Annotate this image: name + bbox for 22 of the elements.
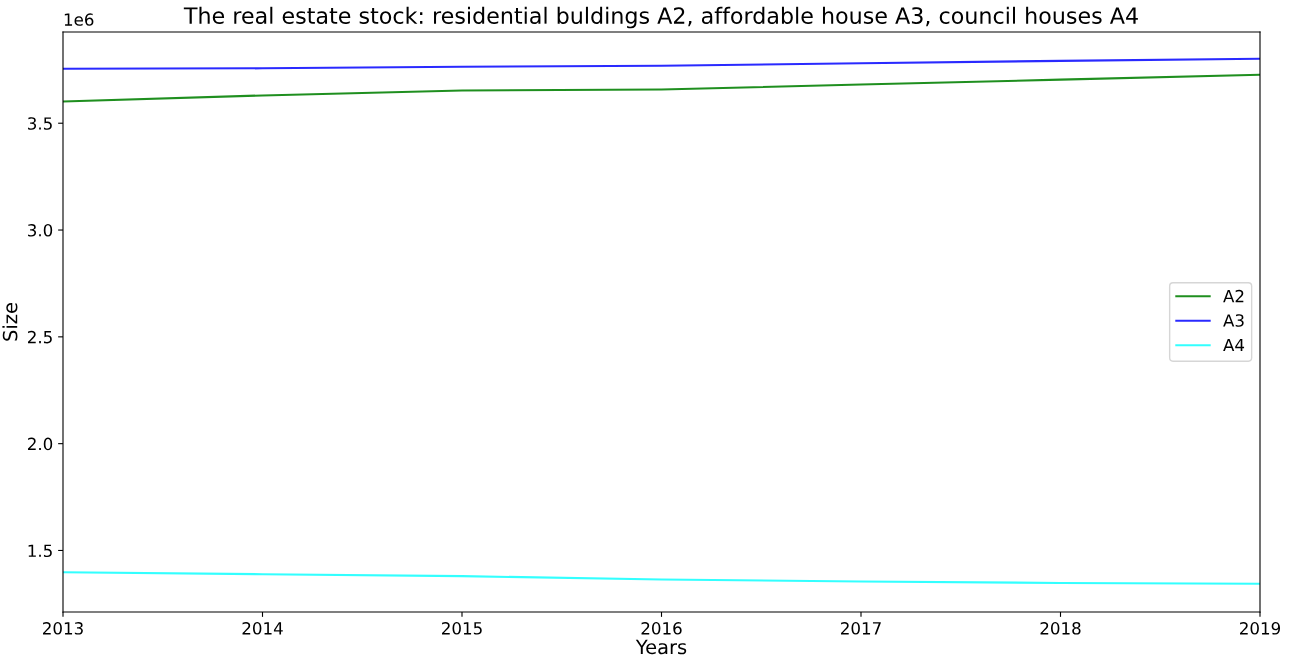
line-series	[63, 57, 1260, 70]
y-tick-label: 2.5	[27, 330, 52, 344]
x-tick-label: 2018	[1040, 622, 1081, 635]
text: 1e6	[64, 13, 94, 26]
y-tick-label: 3.5	[28, 117, 52, 130]
y-tick-label: 2.0	[27, 437, 53, 451]
chart-title: The real estate stock: residential buldings A2, affordable house A3, council houses A4	[183, 6, 1138, 29]
legend-label: A4	[1223, 338, 1245, 352]
y-tick-label: 3.0	[28, 224, 53, 237]
line-series	[63, 571, 1260, 585]
x-tick-label: 2014	[242, 622, 283, 635]
x-tick-label: 2017	[841, 622, 881, 635]
y-tick-label: 1.5	[28, 544, 52, 558]
x-tick-label: 2019	[1240, 622, 1281, 635]
y-axis-title: Size	[2, 303, 18, 341]
legend-label: A2	[1223, 289, 1244, 303]
line-series	[63, 73, 1260, 103]
x-tick-label: 2016	[641, 622, 682, 635]
x-axis-title: Years	[635, 639, 687, 655]
x-tick-label: 2015	[442, 622, 482, 635]
legend-label: A3	[1223, 314, 1244, 327]
x-tick-label: 2013	[43, 622, 83, 635]
